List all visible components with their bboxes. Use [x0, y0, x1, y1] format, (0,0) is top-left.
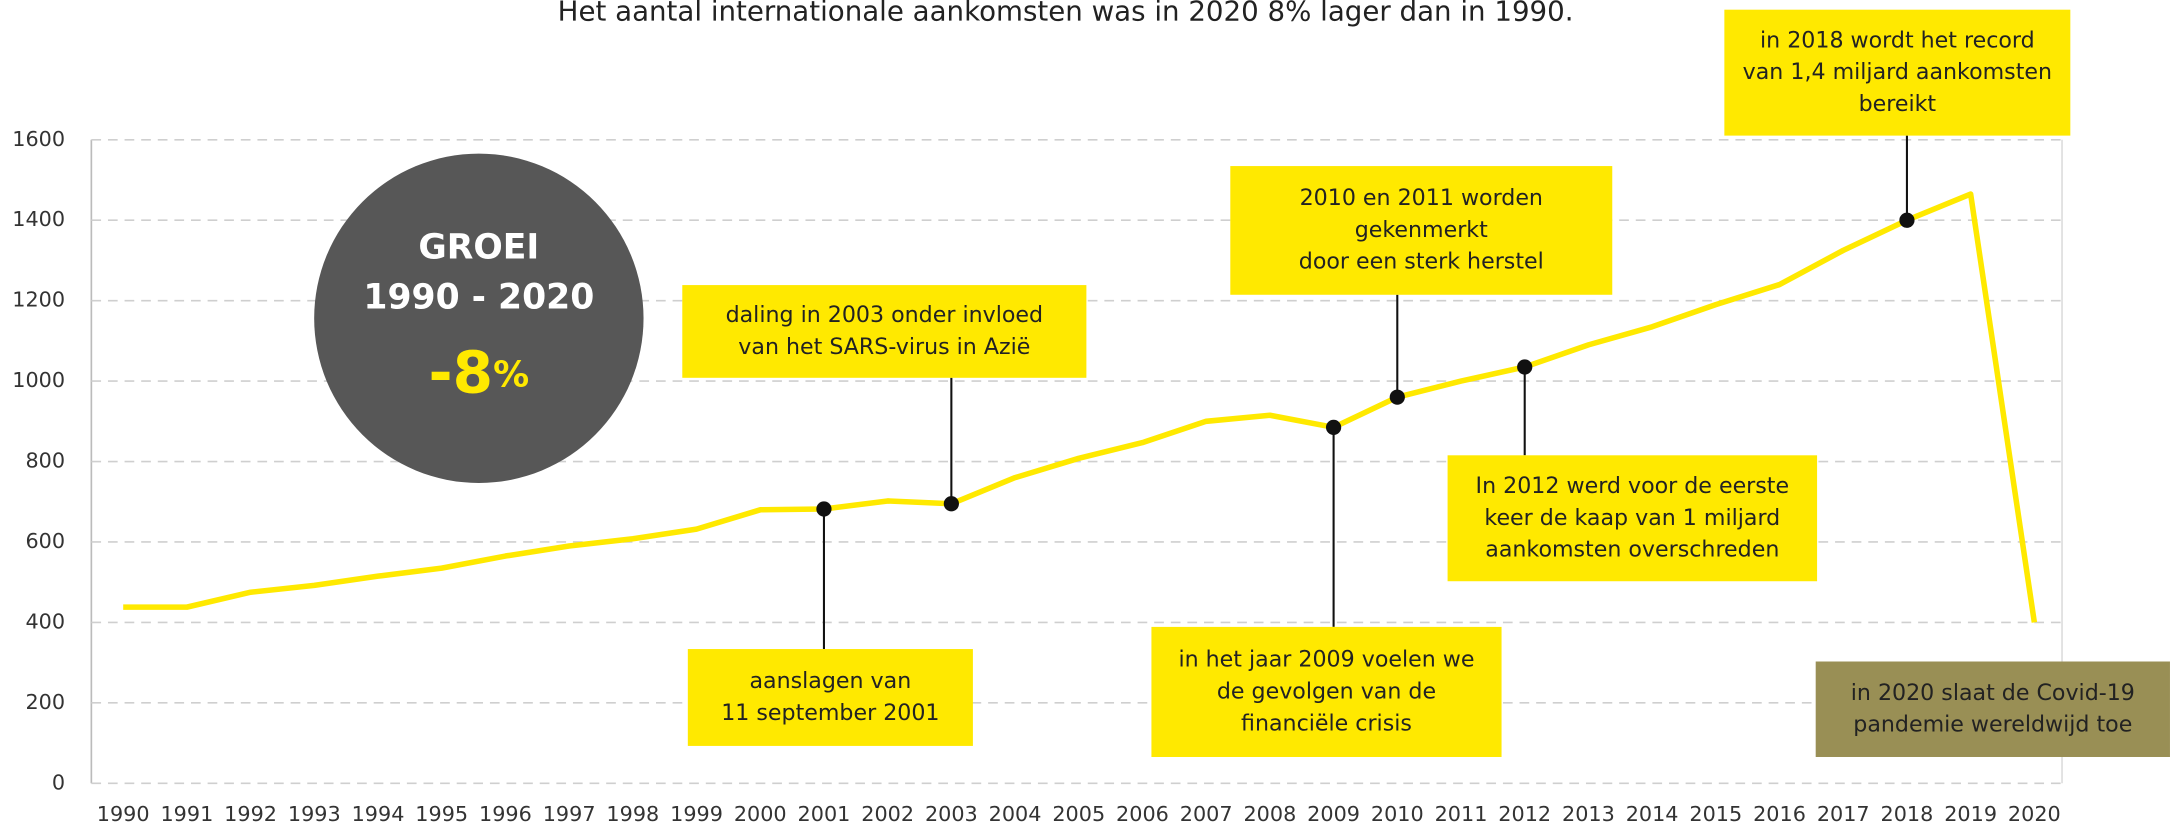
y-tick-label: 1200: [12, 288, 65, 312]
y-tick-label: 1400: [12, 207, 65, 231]
x-tick-label: 2007: [1180, 802, 1233, 823]
x-tick-label: 2017: [1817, 802, 1870, 823]
x-tick-label: 2019: [1944, 802, 1997, 823]
x-tick-label: 2004: [989, 802, 1042, 823]
annotation-dot: [1517, 359, 1533, 375]
x-tick-label: 1995: [415, 802, 468, 823]
x-tick-label: 2002: [861, 802, 914, 823]
annotation-text: van het SARS-virus in Azië: [738, 334, 1030, 360]
annotation-text: in 2020 slaat de Covid-19: [1851, 680, 2135, 706]
annotation-text: de gevolgen van de: [1217, 678, 1436, 704]
x-tick-label: 1999: [670, 802, 723, 823]
x-tick-label: 1994: [352, 802, 405, 823]
x-tick-label: 2000: [734, 802, 787, 823]
x-tick-label: 1990: [97, 802, 150, 823]
annotation-text: door een sterk herstel: [1299, 249, 1544, 275]
x-tick-label: 2011: [1435, 802, 1488, 823]
annotation-text: in 2018 wordt het record: [1760, 27, 2035, 53]
annotation-text: 2010 en 2011 worden: [1300, 185, 1543, 211]
annotation-box: [1230, 166, 1613, 295]
x-tick-label: 1992: [224, 802, 277, 823]
annotation-text: van 1,4 miljard aankomsten: [1743, 59, 2052, 85]
y-tick-label: 1600: [12, 127, 65, 151]
x-tick-label: 2020: [2008, 802, 2061, 823]
x-tick-label: 1991: [160, 802, 213, 823]
annotation-dot: [1899, 212, 1915, 228]
annotation-box: [1724, 9, 2071, 136]
x-tick-label: 2018: [1881, 802, 1934, 823]
annotation-text: gekenmerkt: [1355, 217, 1488, 243]
x-tick-label: 2014: [1626, 802, 1679, 823]
y-tick-label: 200: [25, 690, 65, 714]
y-tick-label: 600: [25, 529, 65, 553]
annotation-text: 11 september 2001: [721, 700, 939, 726]
x-tick-label: 2009: [1307, 802, 1360, 823]
badge-line: 1990 - 2020: [363, 277, 594, 317]
y-tick-label: 800: [25, 449, 65, 473]
x-tick-label: 1998: [606, 802, 659, 823]
y-tick-label: 1000: [12, 368, 65, 392]
x-tick-label: 2008: [1243, 802, 1296, 823]
annotation-box: [1815, 661, 2170, 757]
annotation-text: aankomsten overschreden: [1485, 537, 1779, 563]
y-tick-label: 0: [52, 770, 65, 794]
annotation-box: [1151, 626, 1502, 757]
x-tick-label: 1993: [288, 802, 341, 823]
annotation-box: [687, 649, 973, 746]
annotation-box: [1447, 455, 1818, 582]
x-tick-label: 2010: [1371, 802, 1424, 823]
annotation-text: in het jaar 2009 voelen we: [1178, 647, 1474, 673]
x-tick-label: 2012: [1498, 802, 1551, 823]
annotation-dot: [1325, 419, 1342, 435]
annotation-dot: [1389, 389, 1405, 405]
badge-number: -8: [429, 339, 494, 407]
badge-line: GROEI: [418, 228, 539, 268]
x-tick-label: 1997: [543, 802, 596, 823]
annotation-text: In 2012 werd voor de eerste: [1476, 473, 1790, 499]
x-tick-label: 1996: [479, 802, 532, 823]
badge-circle: [314, 153, 644, 483]
badge-unit: %: [493, 354, 529, 395]
annotation-text: pandemie wereldwijd toe: [1853, 712, 2132, 738]
x-tick-label: 2006: [1116, 802, 1169, 823]
annotation-box: [682, 285, 1087, 378]
badge-value: -8%: [429, 339, 530, 407]
annotation-text: aanslagen van: [749, 668, 911, 694]
x-tick-label: 2001: [798, 802, 851, 823]
annotation-dot: [943, 496, 959, 512]
chart-title: Het aantal internationale aankomsten was…: [558, 0, 1574, 27]
x-tick-label: 2013: [1562, 802, 1615, 823]
annotation-text: daling in 2003 onder invloed: [726, 302, 1044, 328]
data-line: [123, 191, 2038, 623]
annotation-text: financiële crisis: [1241, 710, 1412, 736]
annotation-dot: [816, 501, 832, 517]
x-tick-label: 2005: [1052, 802, 1105, 823]
x-tick-label: 2015: [1689, 802, 1742, 823]
x-tick-label: 2016: [1753, 802, 1806, 823]
annotation-text: bereikt: [1859, 91, 1937, 117]
x-tick-label: 2003: [925, 802, 978, 823]
y-tick-label: 400: [25, 609, 65, 633]
annotation-text: keer de kaap van 1 miljard: [1484, 505, 1780, 531]
